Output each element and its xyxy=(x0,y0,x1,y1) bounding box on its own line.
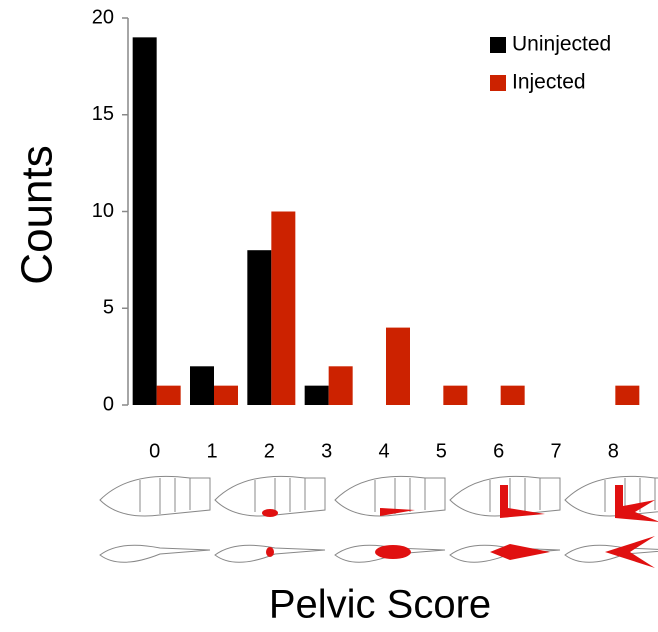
fish-ventral xyxy=(100,545,210,562)
legend-swatch xyxy=(490,37,506,53)
x-tick-label: 6 xyxy=(493,440,504,462)
pelvic-fin xyxy=(262,509,278,517)
bar xyxy=(157,386,181,405)
chart: Counts Pelvic Score xyxy=(0,0,658,632)
x-tick-label: 8 xyxy=(608,440,619,462)
x-tick-label: 4 xyxy=(378,440,389,462)
x-tick-label: 0 xyxy=(149,440,160,462)
fish-lateral xyxy=(565,476,658,516)
y-tick-label: 5 xyxy=(103,297,114,319)
bar xyxy=(305,386,329,405)
bar xyxy=(615,386,639,405)
pelvic-fin xyxy=(375,545,411,559)
bar xyxy=(443,386,467,405)
bar xyxy=(271,212,295,406)
x-tick-label: 5 xyxy=(436,440,447,462)
x-tick-label: 7 xyxy=(550,440,561,462)
pelvic-fin xyxy=(615,485,658,522)
x-tick-label: 3 xyxy=(321,440,332,462)
y-tick-label: 20 xyxy=(92,6,114,28)
legend-label: Injected xyxy=(512,71,586,94)
y-tick-label: 0 xyxy=(103,393,114,415)
y-tick-label: 10 xyxy=(92,200,114,222)
bar xyxy=(386,328,410,405)
bar xyxy=(329,366,353,405)
bar xyxy=(501,386,525,405)
y-axis-label: Counts xyxy=(13,145,62,284)
bar xyxy=(190,366,214,405)
y-tick-label: 15 xyxy=(92,103,114,125)
x-axis-label: Pelvic Score xyxy=(269,583,491,627)
bar xyxy=(247,250,271,405)
pelvic-fin xyxy=(500,485,545,518)
legend-label: Uninjected xyxy=(512,33,611,56)
fish-illustrations xyxy=(100,476,658,568)
bar xyxy=(214,386,238,405)
legend-swatch xyxy=(490,75,506,91)
x-tick-label: 1 xyxy=(206,440,217,462)
bar xyxy=(133,37,157,405)
pelvic-fin xyxy=(266,547,274,557)
x-tick-label: 2 xyxy=(264,440,275,462)
fish-lateral xyxy=(100,476,210,516)
